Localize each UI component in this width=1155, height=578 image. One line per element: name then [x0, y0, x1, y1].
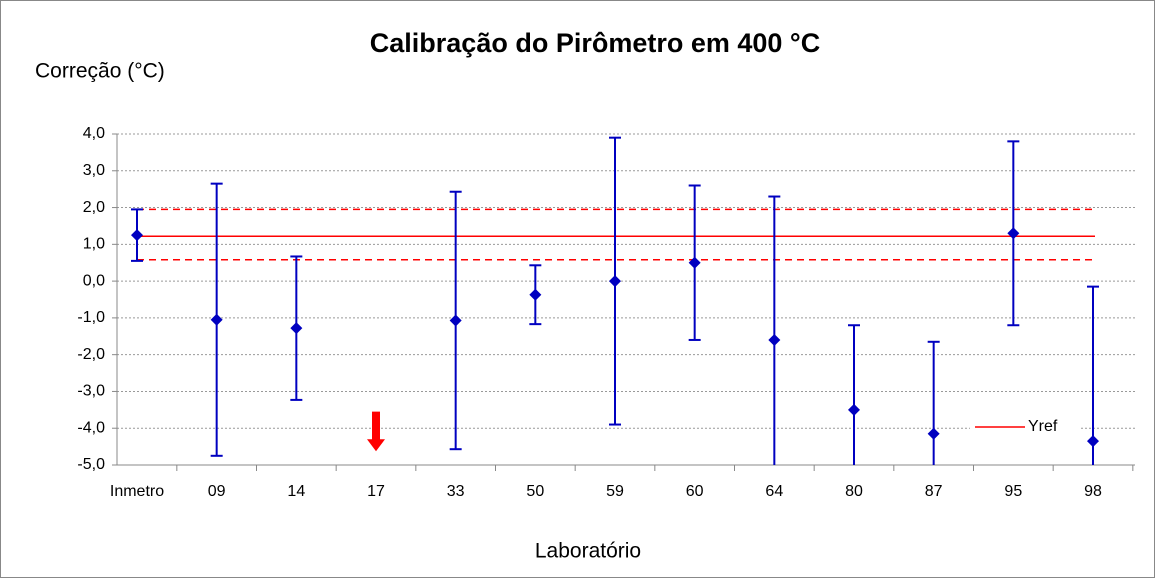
marker [210, 313, 223, 326]
legend-label: Yref [1028, 418, 1058, 435]
marker [290, 322, 303, 335]
marker [449, 314, 462, 327]
x-tick-label: 50 [526, 483, 544, 500]
x-tick-label: 98 [1084, 483, 1102, 500]
y-tick-label: 2,0 [83, 199, 105, 216]
marker [529, 288, 542, 301]
x-tick-label: 59 [606, 483, 624, 500]
y-tick-label: 3,0 [83, 162, 105, 179]
marker [609, 275, 621, 288]
marker [848, 403, 860, 416]
x-tick-label: 60 [686, 483, 704, 500]
marker [131, 229, 143, 242]
y-tick-label: -4,0 [77, 419, 105, 436]
y-tick-label: -2,0 [77, 346, 105, 363]
marker [927, 427, 940, 440]
x-axis-label: Laboratório [535, 540, 641, 563]
marker [1007, 227, 1020, 240]
y-tick-label: 4,0 [83, 125, 105, 142]
x-tick-label: 64 [765, 483, 783, 500]
x-tick-label: 95 [1004, 483, 1022, 500]
y-tick-label: -1,0 [77, 309, 105, 326]
x-tick-label: 87 [925, 483, 943, 500]
x-tick-label: 33 [447, 483, 465, 500]
marker [688, 256, 701, 269]
x-tick-label: 09 [208, 483, 226, 500]
y-tick-label: 0,0 [83, 272, 105, 289]
chart-title: Calibração do Pirômetro em 400 °C [370, 28, 820, 58]
series [131, 136, 1099, 465]
y-axis-label: Correção (°C) [35, 60, 165, 83]
marker [768, 333, 781, 346]
y-tick-label: -5,0 [77, 456, 105, 473]
x-tick-label: 14 [287, 483, 305, 500]
x-tick-label: 80 [845, 483, 863, 500]
y-tick-label: 1,0 [83, 236, 105, 253]
y-tick-label: -3,0 [77, 383, 105, 400]
x-tick-label: Inmetro [110, 483, 164, 500]
marker [1087, 435, 1099, 448]
x-tick-label: 17 [367, 483, 385, 500]
off-scale-arrow [367, 411, 385, 452]
